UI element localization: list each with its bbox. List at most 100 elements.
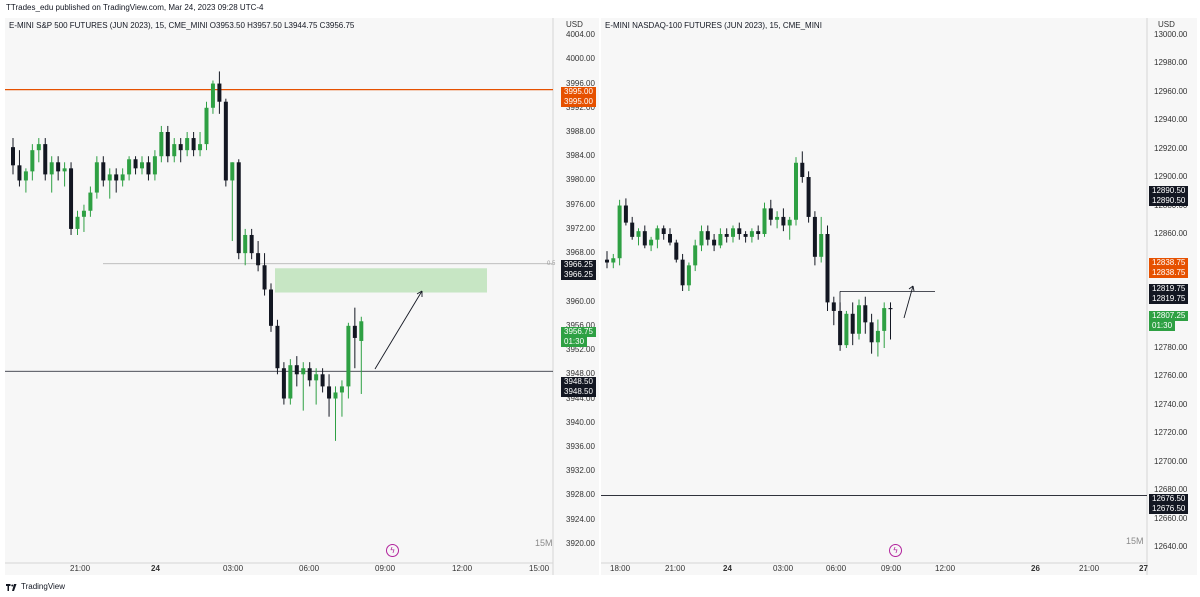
timeframe-watermark: 15M — [535, 538, 553, 548]
candle-body — [152, 156, 157, 175]
candle-body — [198, 144, 203, 151]
candle-body — [762, 208, 767, 235]
candlestick-chart-ndx[interactable] — [601, 18, 1197, 575]
time-tick: 21:00 — [1079, 564, 1100, 573]
candle-body — [243, 234, 248, 254]
candle-body — [172, 144, 177, 157]
time-tick: 24 — [151, 564, 160, 573]
candle-body — [812, 216, 817, 257]
candle-body — [346, 325, 351, 387]
candle-body — [724, 234, 729, 237]
candle-body — [69, 168, 74, 229]
price-tick: 3956.00 — [566, 320, 595, 330]
candle-body — [11, 147, 15, 166]
price-tick: 12640.00 — [1154, 542, 1188, 552]
price-tick: 12920.00 — [1154, 143, 1188, 153]
candlestick-chart-spx[interactable] — [5, 18, 599, 575]
price-tick: 3952.00 — [566, 345, 595, 355]
price-tick: 3936.00 — [566, 441, 595, 451]
time-tick: 21:00 — [665, 564, 686, 573]
tradingview-footer[interactable]: TradingView — [6, 582, 65, 591]
time-tick: 06:00 — [826, 564, 847, 573]
candle-body — [775, 216, 780, 220]
candle-body — [262, 265, 267, 290]
candle-body — [236, 162, 241, 254]
candle-body — [749, 231, 754, 237]
candle-body — [210, 83, 215, 108]
price-tick: 4004.00 — [566, 30, 595, 40]
chart-pane-spx[interactable]: E-MINI S&P 500 FUTURES (JUN 2023), 15, C… — [5, 18, 599, 575]
candle-body — [62, 168, 67, 172]
candle-body — [159, 132, 164, 157]
candle-body — [88, 192, 93, 211]
price-tick: 12780.00 — [1154, 342, 1188, 352]
brand-label: TradingView — [21, 582, 66, 591]
chart-pane-ndx[interactable]: E-MINI NASDAQ-100 FUTURES (JUN 2023), 15… — [601, 18, 1197, 575]
price-tick: 13000.00 — [1154, 29, 1188, 39]
horizontal-level-tag: 3948.50 — [561, 377, 596, 387]
candle-body — [249, 234, 254, 254]
candle-body — [636, 231, 641, 237]
time-tick: 03:00 — [773, 564, 794, 573]
candle-body — [819, 234, 824, 257]
candle-body — [850, 313, 855, 334]
candle-body — [43, 144, 48, 175]
candle-body — [642, 231, 647, 246]
midline-tag-2: 3966.25 — [561, 270, 596, 280]
price-tick: 3980.00 — [566, 175, 595, 185]
candle-body — [333, 392, 338, 399]
price-tick: 12680.00 — [1154, 485, 1188, 495]
candle-body — [611, 258, 616, 263]
horizontal-level-tag-2: 3948.50 — [561, 387, 596, 397]
currency-label: USD — [566, 20, 583, 29]
candle-body — [630, 222, 635, 237]
candle-body — [869, 322, 874, 343]
price-tick: 3976.00 — [566, 199, 595, 209]
candle-body — [94, 162, 99, 193]
candle-body — [863, 305, 868, 323]
candle-body — [17, 165, 22, 181]
arrow-head-icon — [908, 285, 915, 292]
lightning-icon-ndx[interactable]: ϟ — [889, 544, 902, 557]
candle-body — [269, 289, 273, 326]
price-tick: 3996.00 — [566, 78, 595, 88]
candle-body — [831, 302, 836, 311]
candle-body — [191, 138, 196, 151]
candle-body — [114, 174, 119, 181]
price-tick: 3960.00 — [566, 296, 595, 306]
candle-body — [178, 144, 183, 151]
candle-body — [101, 162, 106, 181]
candle-body — [301, 368, 306, 375]
time-tick: 27 — [1139, 564, 1148, 573]
candle-body — [81, 210, 86, 217]
price-tick: 12700.00 — [1154, 456, 1188, 466]
last-price-tag: 3956.75 — [561, 327, 596, 337]
time-tick: 06:00 — [299, 564, 320, 573]
candle-body — [649, 239, 654, 246]
time-tick: 12:00 — [452, 564, 473, 573]
projection-arrow — [374, 290, 423, 370]
candle-body — [743, 234, 748, 237]
price-tick: 4000.00 — [566, 54, 595, 64]
price-tick: 12960.00 — [1154, 86, 1188, 96]
candle-body — [281, 368, 286, 399]
candle-body — [800, 162, 805, 178]
candle-body — [256, 253, 261, 266]
candle-body — [794, 162, 798, 220]
time-tick: 09:00 — [881, 564, 902, 573]
fvg-zone — [275, 268, 487, 293]
candle-body — [680, 259, 685, 286]
price-tick: 12740.00 — [1154, 399, 1188, 409]
candle-body — [165, 132, 170, 157]
price-tick: 3984.00 — [566, 151, 595, 161]
candle-body — [127, 159, 132, 175]
candle-body — [23, 171, 28, 181]
time-tick: 21:00 — [70, 564, 91, 573]
candle-body — [712, 239, 717, 246]
symbol-info-spx: E-MINI S&P 500 FUTURES (JUN 2023), 15, C… — [9, 21, 355, 30]
candle-body — [75, 216, 80, 229]
price-tick: 3972.00 — [566, 223, 595, 233]
time-tick: 15:00 — [529, 564, 550, 573]
lightning-icon[interactable]: ϟ — [386, 544, 399, 557]
candle-body — [140, 162, 144, 169]
